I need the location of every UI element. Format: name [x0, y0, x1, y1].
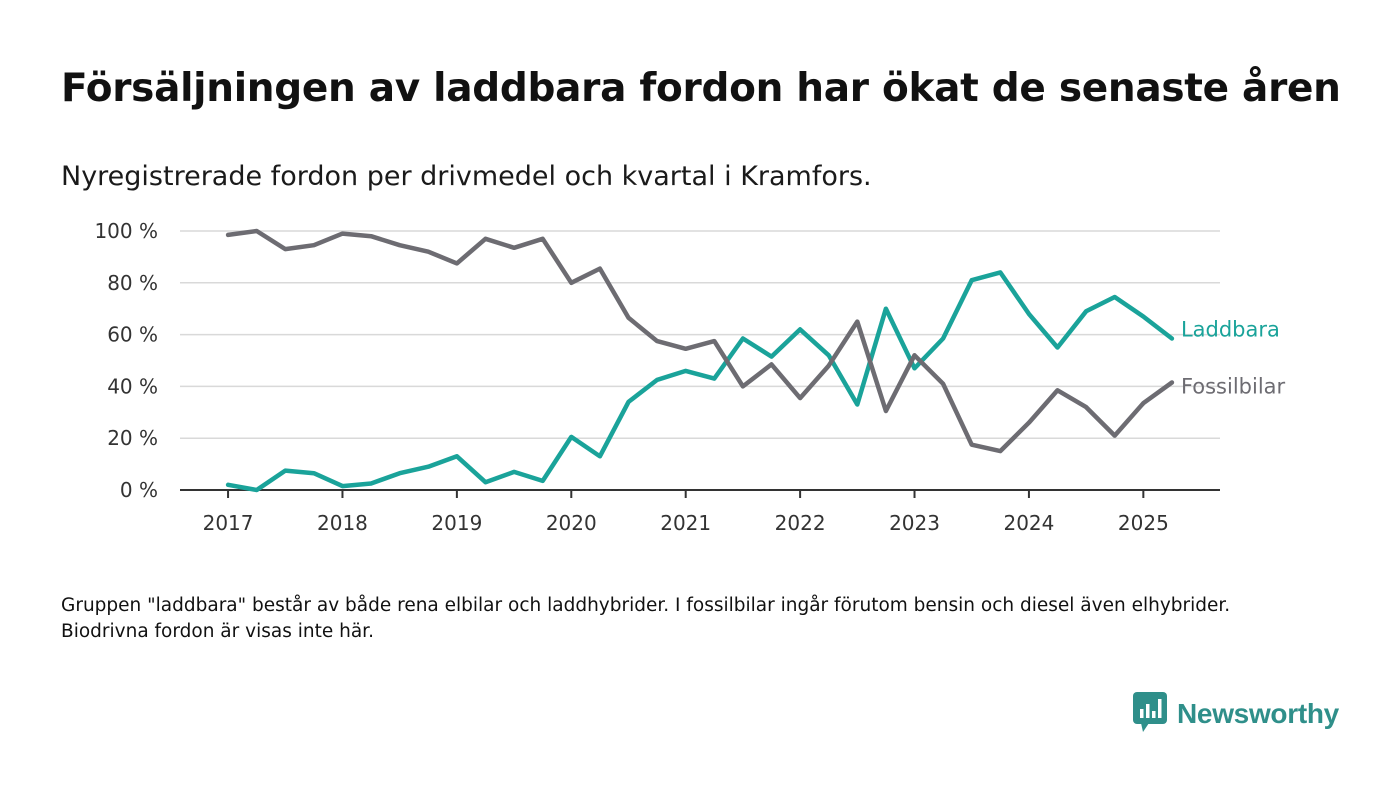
chart-subtitle: Nyregistrerade fordon per drivmedel och …	[61, 161, 872, 192]
y-tick-label: 0 %	[120, 478, 158, 502]
x-axis: 2017 2018 2019 2020 2021 2022 2023 2024 2025	[180, 489, 1220, 535]
footnote: Gruppen "laddbara" består av både rena e…	[61, 595, 1231, 642]
y-tick-label: 20 %	[107, 426, 158, 450]
y-axis-tick-labels: 0 % 20 % 40 % 60 % 80 % 100 %	[94, 219, 158, 502]
brand-logo[interactable]: Newsworthy	[1133, 692, 1339, 736]
series-line-fossilbilar	[225, 228, 1175, 454]
x-tick-label: 2017	[203, 511, 254, 535]
x-tick-label: 2019	[431, 511, 482, 535]
gridlines	[180, 230, 1220, 439]
y-tick-label: 100 %	[94, 219, 158, 243]
series-lines	[225, 228, 1175, 493]
y-tick-label: 40 %	[107, 374, 158, 398]
newsworthy-logo-icon	[1133, 692, 1167, 736]
x-tick-label: 2023	[889, 511, 940, 535]
brand-name: Newsworthy	[1177, 698, 1339, 729]
series-label-laddbara: Laddbara	[1181, 317, 1280, 341]
x-tick-label: 2020	[546, 511, 597, 535]
series-label-fossilbilar: Fossilbilar	[1181, 375, 1286, 399]
y-tick-label: 60 %	[107, 323, 158, 347]
series-line-laddbara	[225, 270, 1175, 493]
x-tick-label: 2025	[1118, 511, 1169, 535]
x-tick-label: 2021	[660, 511, 711, 535]
x-tick-label: 2018	[317, 511, 368, 535]
chart-title: Försäljningen av laddbara fordon har öka…	[61, 66, 1341, 111]
series-labels: Laddbara Fossilbilar	[1181, 317, 1286, 398]
x-tick-label: 2024	[1003, 511, 1054, 535]
x-tick-label: 2022	[775, 511, 826, 535]
y-tick-label: 80 %	[107, 271, 158, 295]
